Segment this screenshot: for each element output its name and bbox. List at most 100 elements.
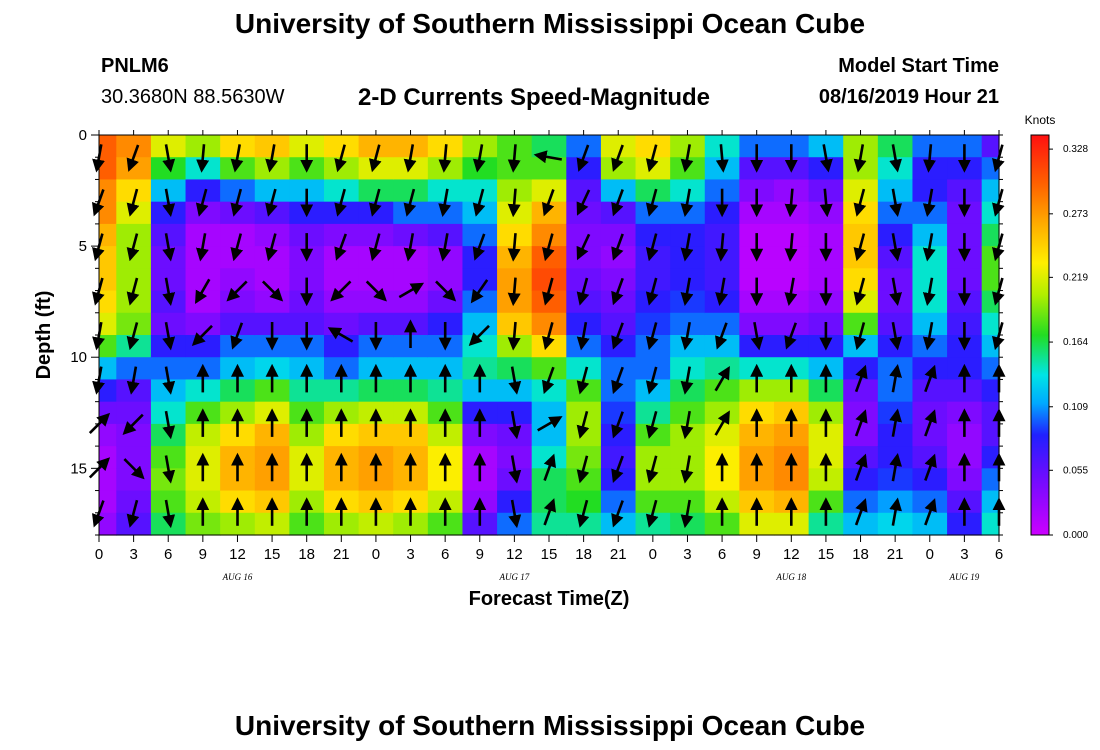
current-vectors: [88, 144, 1006, 529]
current-vector: [472, 144, 486, 173]
heat-cell: [324, 135, 360, 158]
heat-cell: [704, 268, 740, 292]
current-vector: [470, 279, 489, 304]
heat-cell: [566, 223, 602, 247]
current-vector: [126, 366, 140, 395]
heat-cell: [843, 468, 879, 492]
heat-cell: [739, 312, 775, 336]
heat-cell: [843, 379, 879, 403]
day-label: AUG 17: [499, 572, 530, 582]
heat-cell: [150, 490, 187, 514]
heat-cell: [670, 312, 706, 336]
current-vector: [889, 233, 903, 262]
bottom-title: University of Southern Mississippi Ocean…: [234, 710, 866, 741]
heat-cell: [427, 179, 464, 203]
current-vector: [924, 453, 937, 481]
current-vector: [330, 280, 352, 302]
heat-cell: [981, 512, 1000, 536]
heat-cell: [358, 135, 394, 158]
heat-cell: [704, 423, 740, 447]
current-vector: [889, 452, 903, 482]
heat-cell: [912, 312, 948, 336]
axes: 0 3 6 9 12 15 18 21 0 3 6 9 12 15 18 21 0 3 6 9 12 15 18 21 0 3 6 A…: [33, 127, 1003, 610]
heat-cell: [877, 423, 914, 447]
current-vector: [369, 144, 382, 173]
heat-cell: [185, 312, 221, 336]
heat-cell: [116, 468, 152, 492]
heat-cell: [981, 446, 1000, 469]
y-tick-label: 5: [79, 238, 87, 255]
heat-cell: [150, 312, 187, 336]
y-tick-label: 10: [70, 349, 87, 366]
heat-cell: [600, 157, 637, 181]
heat-cell: [116, 446, 152, 469]
current-vector: [542, 189, 555, 217]
current-vector: [819, 144, 833, 173]
current-vector: [403, 188, 417, 217]
heat-cell: [843, 512, 879, 536]
heat-cell: [600, 201, 637, 225]
heat-cell: [704, 335, 740, 358]
current-vector: [576, 277, 590, 306]
x-tick-label: 6: [718, 546, 726, 563]
heat-cell: [877, 512, 914, 536]
heat-cell: [635, 490, 671, 514]
current-vector: [122, 413, 144, 435]
current-vector: [226, 280, 248, 302]
current-vector: [576, 455, 590, 484]
heat-cell: [185, 268, 221, 292]
current-vector: [819, 188, 833, 218]
x-tick-label: 6: [995, 546, 1003, 563]
heat-cell: [566, 312, 602, 336]
current-vector: [542, 233, 555, 262]
current-vector: [162, 410, 176, 440]
heat-cell: [393, 135, 429, 158]
heat-cell: [843, 423, 879, 447]
heat-cell: [531, 312, 567, 336]
current-vector: [194, 278, 211, 305]
day-label: AUG 16: [222, 572, 253, 582]
current-vector: [576, 321, 590, 351]
current-vector: [537, 416, 563, 432]
heat-cell: [981, 268, 1000, 292]
heat-cell: [254, 290, 290, 314]
x-tick-label: 21: [333, 546, 350, 563]
current-vector: [714, 410, 730, 436]
x-tick-label: 12: [506, 546, 523, 563]
current-vector: [191, 324, 213, 347]
current-vector: [162, 144, 176, 173]
heat-cell: [635, 135, 671, 158]
heat-cell: [99, 468, 117, 492]
colorbar-scale: [1030, 134, 1050, 536]
station-coords: 30.3680N 88.5630W: [101, 86, 285, 108]
heat-cell: [566, 401, 602, 425]
heat-cell: [774, 268, 810, 292]
current-vector: [403, 233, 417, 262]
current-vector: [508, 410, 522, 440]
heat-cell: [99, 312, 117, 336]
heat-cell: [99, 135, 117, 158]
heat-cell: [774, 335, 810, 358]
heat-cell: [600, 290, 637, 314]
heat-cell: [324, 335, 360, 358]
current-vector: [853, 188, 867, 217]
current-vector: [714, 365, 730, 392]
heat-cell: [358, 179, 394, 203]
current-vector: [126, 277, 140, 306]
current-vector: [645, 366, 659, 395]
heat-cell: [99, 379, 117, 403]
current-vector: [645, 499, 659, 528]
heat-cell: [116, 268, 152, 292]
day-label: AUG 19: [949, 572, 980, 582]
colorbar-tick-label: 0.219: [1063, 272, 1088, 283]
current-vector: [162, 455, 176, 484]
heat-cell: [635, 312, 671, 336]
heat-cell: [670, 179, 706, 203]
current-vector: [507, 144, 521, 173]
heat-cell: [531, 157, 567, 181]
current-vector: [645, 144, 659, 173]
x-tick-label: 3: [129, 546, 137, 563]
x-tick-label: 15: [541, 546, 558, 563]
x-tick-label: 15: [818, 546, 835, 563]
current-vector: [230, 188, 244, 217]
